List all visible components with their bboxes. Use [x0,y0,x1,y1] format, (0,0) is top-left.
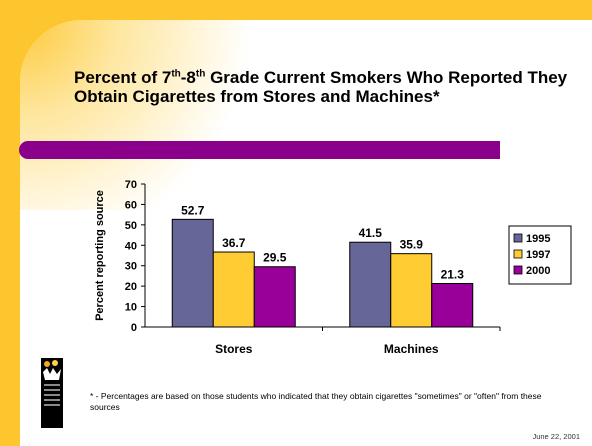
bar-machines-2000 [431,282,474,328]
y-tick-label: 0 [131,322,137,334]
y-tick-label: 60 [125,199,137,211]
y-tick-label: 30 [125,261,137,273]
title-part-3: Grade Current Smokers Who Reported They … [74,68,568,106]
legend-label-1997: 1997 [526,249,550,261]
corner-gradient [20,20,280,210]
x-category-label: Machines [384,342,439,356]
y-tick-label: 70 [125,179,137,191]
footnote: * - Percentages are based on those stude… [90,391,542,412]
bar-stores-1997 [212,251,255,328]
legend-swatch-2000 [513,265,523,275]
legend-label-1995: 1995 [526,233,550,245]
y-tick-label: 40 [125,240,137,252]
legend-swatch-1995 [513,233,523,243]
title-sup-1: th [171,68,181,80]
bar-machines-1995 [349,241,392,328]
y-tick-label: 50 [125,220,137,232]
data-label: 36.7 [222,236,246,250]
slide-date: June 22, 2001 [532,432,580,441]
title-part-1: Percent of 7 [74,68,172,87]
data-label: 41.5 [359,226,383,240]
legend-swatch-1997 [513,249,523,259]
data-label: 35.9 [400,238,424,252]
x-category-label: Stores [215,342,253,356]
bar-machines-1997 [390,253,433,328]
y-tick-label: 20 [125,281,137,293]
legend-label-2000: 2000 [526,265,550,277]
data-label: 52.7 [181,203,205,217]
bar-stores-2000 [253,266,296,328]
family-logo-icon [41,358,63,428]
title-part-2: -8 [180,68,196,87]
title-underline-bar [19,141,500,159]
title-sup-2: th [195,68,206,80]
data-label: 29.5 [263,251,287,265]
slide-title: Percent of 7th-8th Grade Current Smokers… [74,68,574,106]
data-label: 21.3 [441,267,465,281]
bar-stores-1995 [171,218,214,328]
y-tick-label: 10 [125,302,137,314]
y-axis-label: Percent reporting source [94,190,106,321]
